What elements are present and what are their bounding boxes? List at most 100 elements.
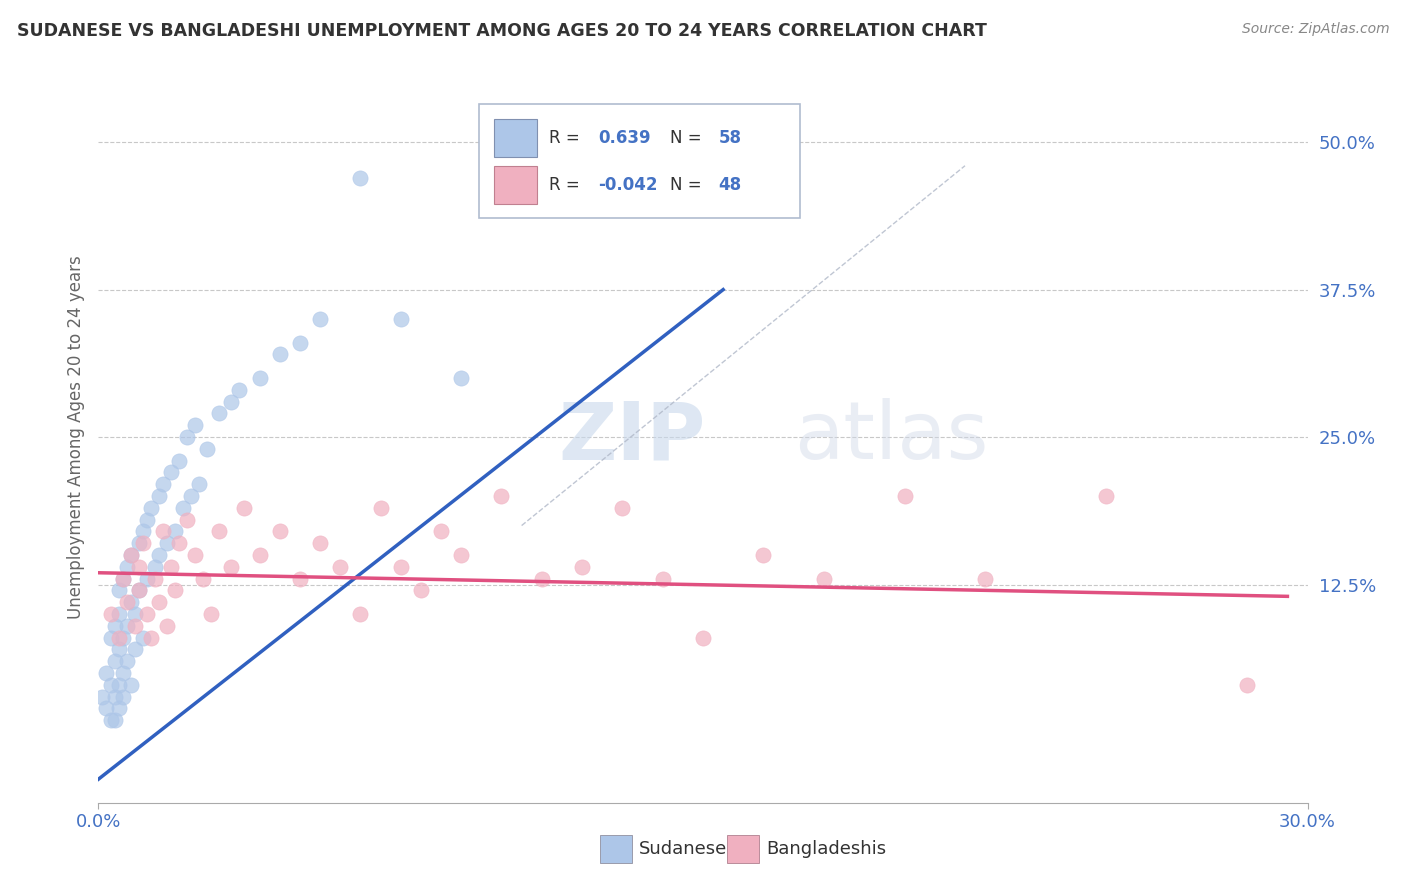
Point: [184, 548, 207, 562]
Point: [135, 572, 157, 586]
Point: [100, 607, 122, 621]
Point: [430, 524, 453, 539]
Point: [107, 583, 129, 598]
Point: [752, 548, 775, 562]
Point: [143, 559, 166, 574]
Text: -0.042: -0.042: [598, 177, 657, 194]
Text: 0.639: 0.639: [598, 129, 651, 147]
Point: [120, 595, 142, 609]
Point: [167, 453, 190, 467]
Point: [135, 513, 157, 527]
Point: [96, 701, 118, 715]
Point: [148, 489, 170, 503]
Point: [120, 678, 142, 692]
Point: [100, 678, 122, 692]
Text: Bangladeshis: Bangladeshis: [766, 840, 886, 858]
Point: [288, 572, 311, 586]
Point: [813, 572, 835, 586]
Point: [107, 701, 129, 715]
Point: [309, 312, 332, 326]
Point: [111, 631, 134, 645]
Point: [163, 524, 186, 539]
Point: [329, 559, 352, 574]
Point: [124, 607, 146, 621]
Point: [349, 170, 371, 185]
Text: Sudanese: Sudanese: [638, 840, 727, 858]
Bar: [494, 119, 537, 157]
Point: [111, 666, 134, 681]
Point: [156, 536, 179, 550]
Point: [115, 595, 138, 609]
FancyBboxPatch shape: [479, 104, 800, 218]
Point: [450, 371, 472, 385]
Point: [132, 631, 155, 645]
Point: [195, 442, 218, 456]
Point: [107, 678, 129, 692]
Point: [193, 572, 215, 586]
Point: [232, 500, 254, 515]
Text: Source: ZipAtlas.com: Source: ZipAtlas.com: [1241, 22, 1389, 37]
Point: [221, 394, 243, 409]
Point: [184, 418, 207, 433]
Point: [107, 631, 129, 645]
Point: [163, 583, 186, 598]
Point: [111, 690, 134, 704]
Point: [135, 607, 157, 621]
Point: [100, 631, 122, 645]
Point: [167, 536, 190, 550]
Point: [692, 631, 714, 645]
Point: [228, 383, 250, 397]
Point: [1236, 678, 1258, 692]
Text: 58: 58: [718, 129, 742, 147]
Point: [120, 548, 142, 562]
Point: [221, 559, 243, 574]
Point: [491, 489, 513, 503]
Point: [249, 371, 271, 385]
Point: [188, 477, 211, 491]
Bar: [600, 835, 631, 863]
Point: [176, 513, 198, 527]
Point: [389, 312, 412, 326]
Point: [156, 619, 179, 633]
Point: [103, 619, 125, 633]
Text: N =: N =: [671, 177, 707, 194]
Bar: [494, 167, 537, 204]
Point: [124, 619, 146, 633]
Point: [409, 583, 432, 598]
Point: [115, 654, 138, 668]
Point: [148, 548, 170, 562]
Point: [249, 548, 271, 562]
Point: [139, 500, 162, 515]
Point: [974, 572, 997, 586]
Text: R =: R =: [550, 129, 585, 147]
Text: SUDANESE VS BANGLADESHI UNEMPLOYMENT AMONG AGES 20 TO 24 YEARS CORRELATION CHART: SUDANESE VS BANGLADESHI UNEMPLOYMENT AMO…: [17, 22, 987, 40]
Point: [172, 500, 194, 515]
Point: [100, 713, 122, 727]
Point: [893, 489, 915, 503]
Point: [288, 335, 311, 350]
Point: [370, 500, 392, 515]
Point: [132, 524, 155, 539]
Point: [107, 642, 129, 657]
Point: [208, 524, 231, 539]
Point: [450, 548, 472, 562]
Point: [115, 559, 138, 574]
Point: [152, 524, 174, 539]
Point: [612, 500, 634, 515]
Point: [91, 690, 114, 704]
Point: [124, 642, 146, 657]
Point: [176, 430, 198, 444]
Point: [530, 572, 553, 586]
Point: [651, 572, 673, 586]
Point: [160, 559, 183, 574]
Point: [103, 690, 125, 704]
Point: [128, 583, 150, 598]
Point: [120, 548, 142, 562]
Point: [128, 559, 150, 574]
Point: [309, 536, 332, 550]
Point: [349, 607, 371, 621]
Point: [139, 631, 162, 645]
Text: 48: 48: [718, 177, 742, 194]
Text: atlas: atlas: [793, 398, 988, 476]
Point: [200, 607, 222, 621]
